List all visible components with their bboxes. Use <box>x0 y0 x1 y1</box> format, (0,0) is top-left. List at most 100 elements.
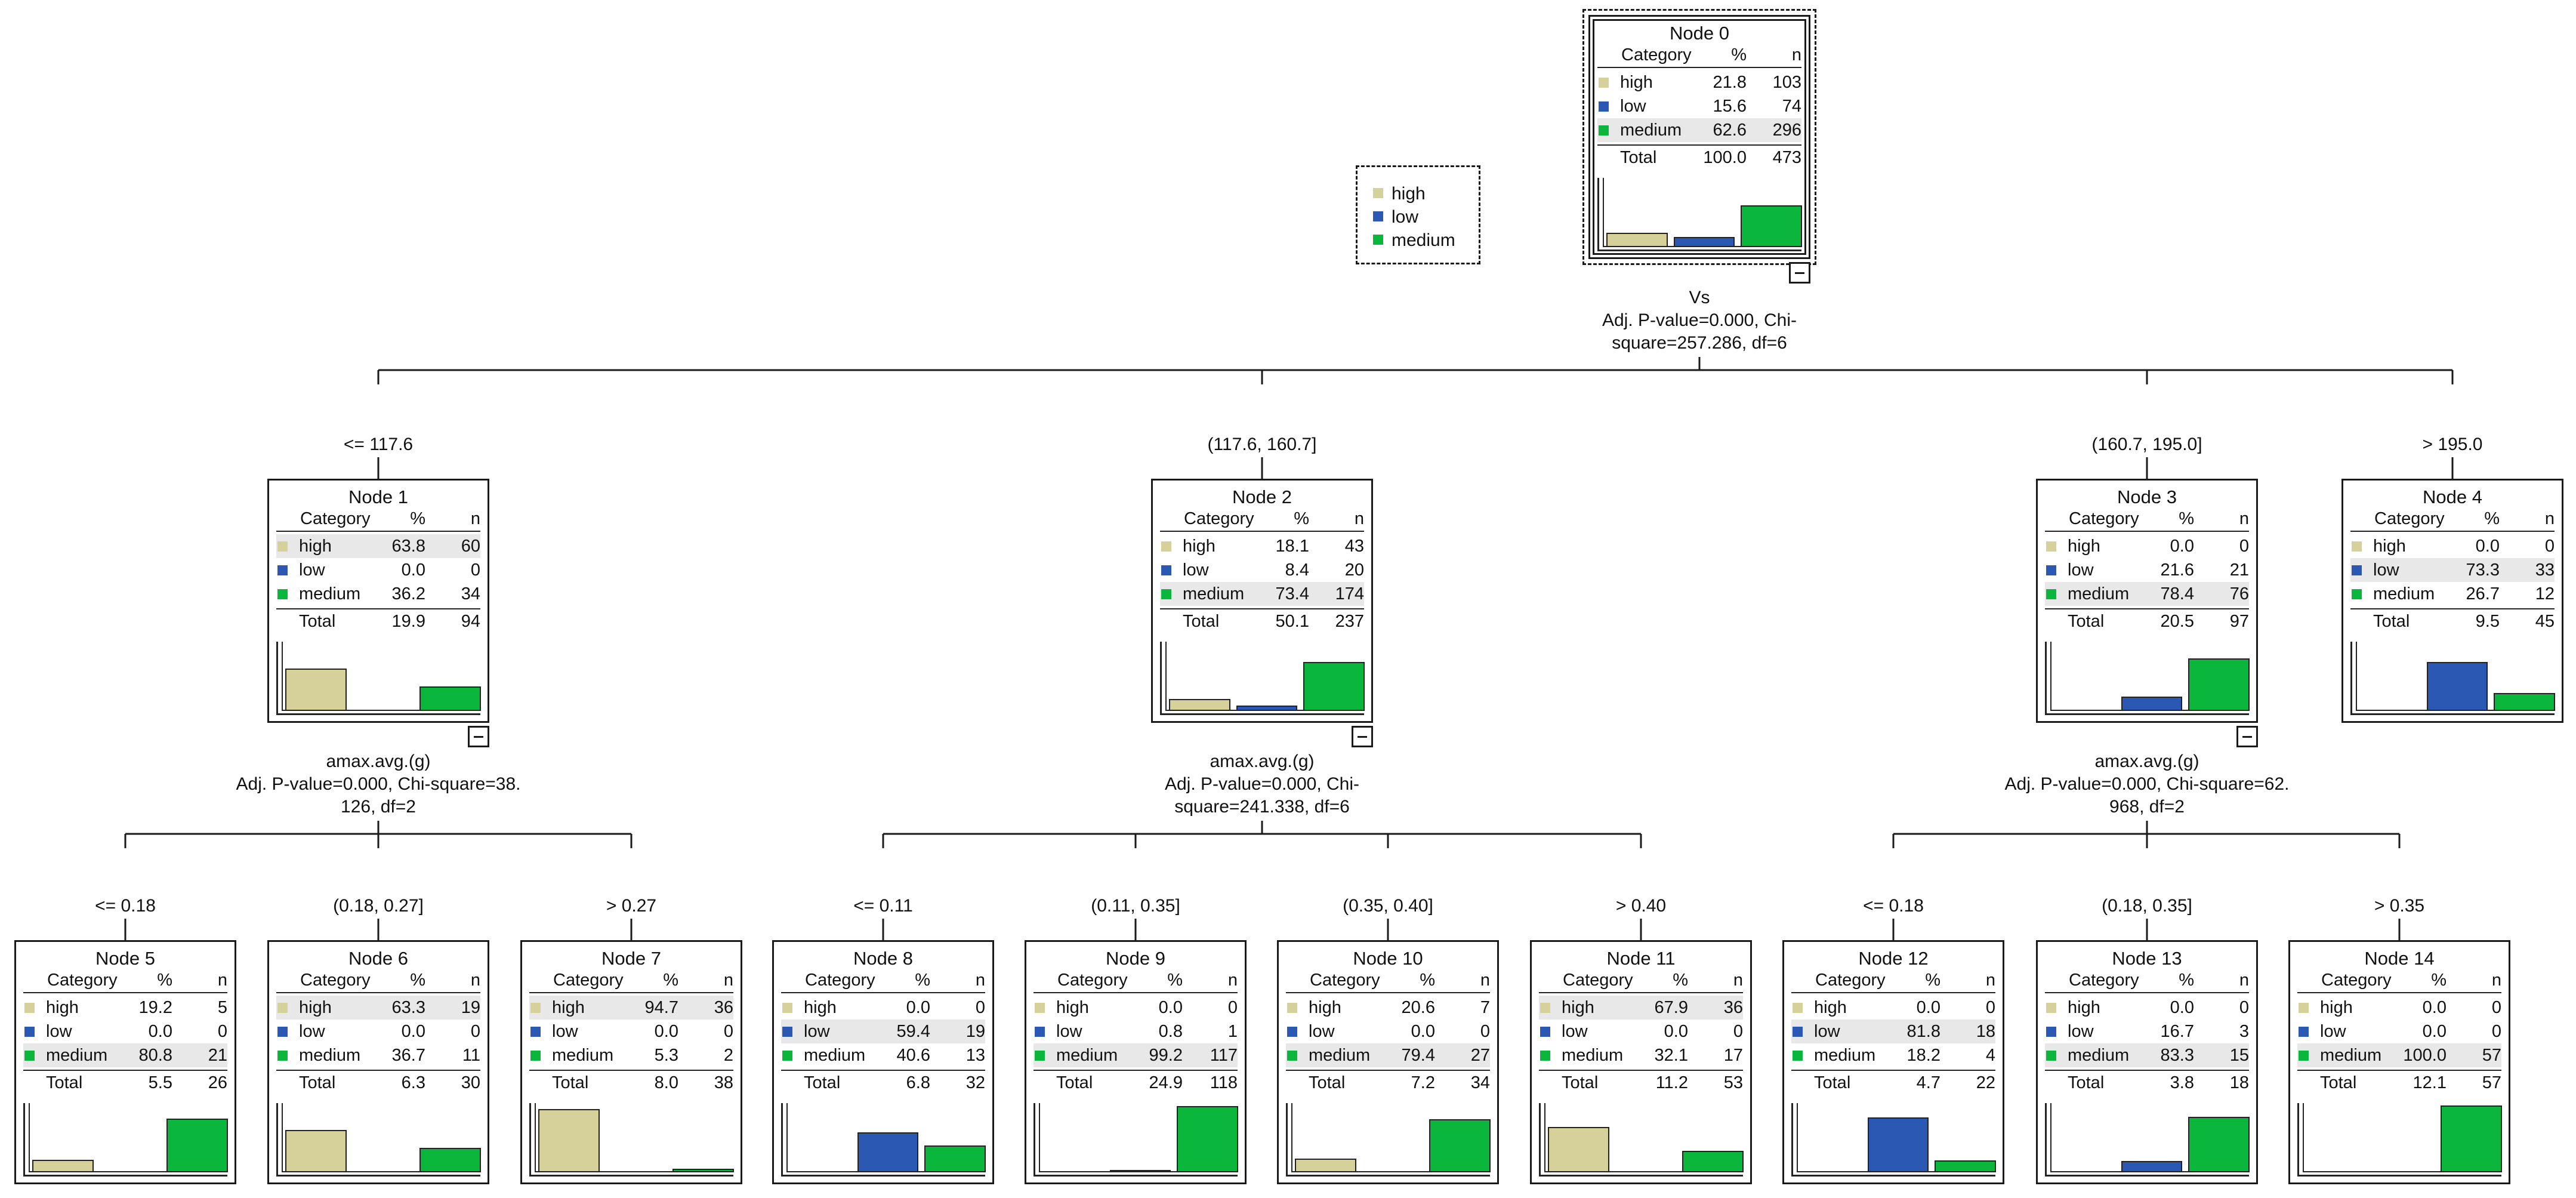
node-11[interactable]: Node 11 Category% n high 67.9 36 low 0.0 0 medium… <box>1530 940 1752 1184</box>
legend-label-high: high <box>1392 184 1426 204</box>
table-row-high: high 0.0 0 <box>2297 996 2501 1020</box>
bar-low <box>1109 1170 1171 1172</box>
collapse-minus-icon[interactable] <box>2236 726 2258 747</box>
node-title: Node 4 <box>2423 486 2482 507</box>
table-row-low: low 0.0 0 <box>2297 1020 2501 1043</box>
row-category: high <box>1309 998 1341 1017</box>
row-percent: 94.7 <box>644 998 678 1017</box>
high-swatch-icon <box>1287 1003 1297 1013</box>
total-n: 26 <box>208 1073 227 1092</box>
header-n: n <box>217 971 227 990</box>
row-percent: 73.4 <box>1275 584 1309 603</box>
row-n: 296 <box>1772 121 1801 140</box>
table-row-medium: medium 78.4 76 <box>2045 582 2249 606</box>
header-category: Category <box>2069 971 2139 990</box>
node-bar-chart <box>2045 642 2250 715</box>
chart-axis <box>1544 1103 1743 1172</box>
row-percent: 80.8 <box>138 1046 172 1065</box>
node-bar-chart <box>2045 1103 2250 1177</box>
bar-medium <box>2188 658 2250 711</box>
low-swatch-icon <box>277 1027 288 1037</box>
bar-medium <box>672 1169 734 1172</box>
low-swatch-icon <box>1599 101 1609 112</box>
chart-axis <box>29 1103 227 1172</box>
high-swatch-icon <box>1540 1003 1550 1013</box>
bar-high <box>285 1130 347 1172</box>
root-inner-border <box>1593 19 1806 255</box>
row-n: 0 <box>975 998 985 1017</box>
node-13[interactable]: Node 13 Category% n high 0.0 0 low 16.7 3 medium 8… <box>2036 940 2258 1184</box>
node-4[interactable]: Node 4 Category% n high 0.0 0 low 73.3 33 medium 2… <box>2341 479 2563 723</box>
node-1[interactable]: Node 1 Category% n high 63.8 60 low 0.0 0 medium 3… <box>267 479 489 747</box>
table-row-total: Total 24.9 118 <box>1034 1070 1238 1095</box>
bar-medium <box>1935 1160 1996 1172</box>
split-label: 126, df=2 <box>341 797 416 817</box>
node-title: Node 3 <box>2117 486 2177 507</box>
table-row-total: Total 11.2 53 <box>1539 1070 1743 1095</box>
row-percent: 0.0 <box>401 1022 425 1041</box>
bar-high <box>538 1108 600 1172</box>
table-row-low: low 8.4 20 <box>1160 558 1364 582</box>
table-row-high: high 67.9 36 <box>1539 996 1743 1020</box>
medium-swatch-icon <box>2046 1051 2056 1061</box>
row-n: 33 <box>2535 560 2555 580</box>
node-14[interactable]: Node 14 Category% n high 0.0 0 low 0.0 0 medium 10… <box>2288 940 2510 1184</box>
node-0[interactable]: Node 0 Category% n high 21.8 103 low 15.6 74 medi… <box>1582 9 1816 284</box>
medium-swatch-icon <box>1599 125 1609 135</box>
legend: high low medium <box>1356 165 1480 264</box>
collapse-minus-icon[interactable] <box>1789 262 1810 284</box>
node-2[interactable]: Node 2 Category% n high 18.1 43 low 8.4 20 medium… <box>1151 479 1373 747</box>
row-category: high <box>552 998 585 1017</box>
row-category: high <box>2068 998 2100 1017</box>
table-row-high: high 0.0 0 <box>2045 996 2249 1020</box>
row-percent: 16.7 <box>2160 1022 2194 1041</box>
node-9[interactable]: Node 9 Category% n high 0.0 0 low 0.8 1 medium 99.… <box>1025 940 1247 1184</box>
row-category: low <box>1814 1022 1840 1041</box>
branch-label: (0.11, 0.35] <box>1091 896 1180 916</box>
node-12[interactable]: Node 12 Category% n high 0.0 0 low 81.8 18 medium… <box>1782 940 2004 1184</box>
row-category: high <box>46 998 79 1017</box>
node-7[interactable]: Node 7 Category% n high 94.7 36 low 0.0 0 medium 5… <box>520 940 742 1184</box>
node-3[interactable]: Node 3 Category% n high 0.0 0 low 21.6 21 medium 7… <box>2036 479 2258 747</box>
row-percent: 81.8 <box>1906 1022 1941 1041</box>
node-table-header: Category% n <box>1160 509 1364 532</box>
row-category: low <box>46 1022 72 1041</box>
row-n: 0 <box>2491 998 2501 1017</box>
node-title: Node 5 <box>95 948 155 969</box>
collapse-minus-icon[interactable] <box>468 726 489 747</box>
high-swatch-icon <box>277 1003 288 1013</box>
total-label: Total <box>299 612 336 631</box>
split-label: square=241.338, df=6 <box>1174 797 1350 817</box>
row-percent: 0.0 <box>148 1022 172 1041</box>
node-8[interactable]: Node 8 Category% n high 0.0 0 low 59.4 19 medium 4… <box>772 940 994 1184</box>
collapse-minus-icon[interactable] <box>1352 726 1373 747</box>
node-10[interactable]: Node 10 Category% n high 20.6 7 low 0.0 0 medium 7… <box>1277 940 1499 1184</box>
table-row-medium: medium 18.2 4 <box>1791 1043 1995 1067</box>
medium-swatch-icon <box>1373 234 1383 245</box>
total-percent: 8.0 <box>654 1073 678 1092</box>
row-n: 15 <box>2229 1046 2249 1065</box>
row-category: high <box>2373 537 2406 556</box>
header-percent: % <box>663 971 678 990</box>
node-5[interactable]: Node 5 Category% n high 19.2 5 low 0.0 0 medium 80… <box>14 940 236 1184</box>
row-percent: 21.6 <box>2160 560 2194 580</box>
total-percent: 6.3 <box>401 1073 425 1092</box>
node-title: Node 2 <box>1232 486 1292 507</box>
table-row-total: Total 7.2 34 <box>1286 1070 1490 1095</box>
node-6[interactable]: Node 6 Category% n high 63.3 19 low 0.0 0 medium 3… <box>267 940 489 1184</box>
row-category: medium <box>1562 1046 1624 1065</box>
row-n: 0 <box>2239 537 2249 556</box>
legend-item-low: low <box>1373 206 1418 229</box>
total-n: 32 <box>965 1073 985 1092</box>
table-row-total: Total 6.8 32 <box>781 1070 985 1095</box>
table-row-low: low 0.0 0 <box>276 1020 480 1043</box>
table-row-low: low 0.0 0 <box>1539 1020 1743 1043</box>
table-row-high: high 63.3 19 <box>276 996 480 1020</box>
low-swatch-icon <box>1373 211 1383 221</box>
low-swatch-icon <box>2299 1027 2309 1037</box>
header-n: n <box>975 971 985 990</box>
total-n: 473 <box>1772 148 1801 167</box>
row-n: 18 <box>1976 1022 1995 1041</box>
table-row-low: low 15.6 74 <box>1597 94 1801 118</box>
header-category: Category <box>1310 971 1380 990</box>
